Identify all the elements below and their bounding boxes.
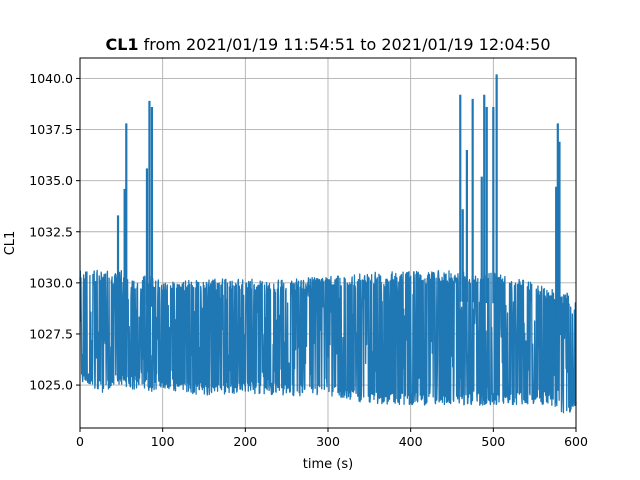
x-tick-label: 100 <box>151 434 175 449</box>
x-axis-label: time (s) <box>303 457 353 472</box>
series-line <box>79 269 577 414</box>
y-tick-label: 1027.5 <box>29 326 73 341</box>
x-tick-label: 300 <box>316 434 340 449</box>
chart-title: CL1 from 2021/01/19 11:54:51 to 2021/01/… <box>105 35 550 54</box>
y-tick-label: 1030.0 <box>29 275 73 290</box>
x-tick-label: 0 <box>76 434 84 449</box>
chart-title-bold: CL1 <box>105 35 138 54</box>
y-tick-label: 1032.5 <box>29 224 73 239</box>
x-tick-label: 400 <box>399 434 423 449</box>
data-layer <box>79 74 577 414</box>
y-tick-label: 1025.0 <box>29 378 73 393</box>
x-tick-label: 200 <box>233 434 257 449</box>
x-tick-label: 500 <box>481 434 505 449</box>
ticks: 0 100 200 300 400 500 600 1025.0 1027.5 1030.0 103… <box>29 71 588 449</box>
y-tick-label: 1037.5 <box>29 122 73 137</box>
x-tick-label: 600 <box>564 434 588 449</box>
y-tick-label: 1040.0 <box>29 71 73 86</box>
y-tick-label: 1035.0 <box>29 173 73 188</box>
y-axis-label: CL1 <box>3 231 18 256</box>
chart-title-rest: from 2021/01/19 11:54:51 to 2021/01/19 1… <box>139 35 551 54</box>
